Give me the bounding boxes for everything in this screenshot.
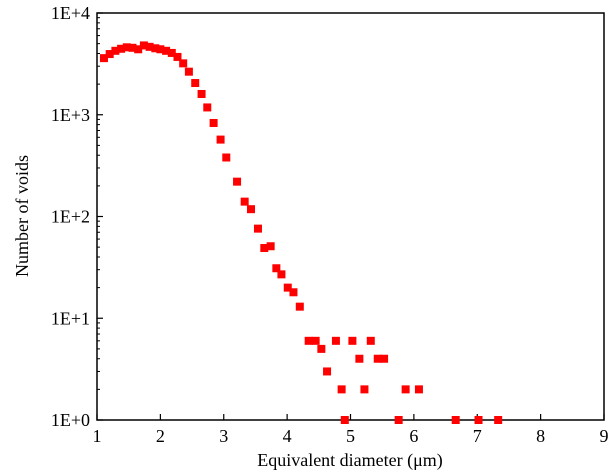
y-tick-label: 1E+2 [51,207,90,227]
data-point [216,135,225,144]
y-tick-label: 1E+0 [51,410,90,430]
data-point [209,118,218,127]
data-point [451,416,460,424]
data-point [323,367,332,376]
x-tick-label: 5 [346,426,355,446]
data-point [348,336,357,345]
data-point [253,224,262,233]
data-point [373,354,382,363]
data-point [139,41,148,50]
data-point [494,416,503,424]
data-point [233,177,242,186]
data-point [203,103,212,112]
data-point [167,48,176,57]
x-tick-label: 8 [536,426,545,446]
data-point [474,416,483,424]
data-point [122,43,131,52]
data-point [151,44,160,53]
data-point [184,67,193,76]
data-point [240,197,249,206]
data-point [289,288,298,297]
data-markers [99,41,503,424]
data-point [179,59,188,68]
y-axis-ticks: 1E+0 1E+1 1E+2 1E+3 1E+4 [51,3,103,430]
data-point [414,385,423,394]
y-axis-title: Number of voids [12,155,32,277]
data-point [355,354,364,363]
plot-frame [96,12,605,421]
x-tick-label: 1 [93,426,102,446]
y-tick-label: 1E+4 [51,3,90,23]
data-point [311,336,320,345]
data-point [162,46,171,55]
data-point [197,89,206,98]
data-point [380,354,389,363]
data-point [283,283,292,292]
x-axis-title: Equivalent diameter (μm) [257,450,443,471]
data-point [99,54,108,63]
x-tick-label: 4 [283,426,292,446]
data-point [317,344,326,353]
data-point [394,416,403,424]
data-point [331,336,340,345]
y-tick-label: 1E+3 [51,105,90,125]
data-point [111,46,120,55]
data-point [272,264,281,273]
data-point [128,43,137,52]
data-point [156,45,165,54]
data-point [117,44,126,53]
data-point [340,416,349,424]
data-point [295,302,304,311]
x-tick-label: 2 [156,426,165,446]
data-point [277,270,286,279]
x-tick-label: 7 [473,426,482,446]
y-tick-label: 1E+1 [51,308,90,328]
data-point [191,79,200,88]
data-point [134,45,143,54]
data-point [337,385,346,394]
data-point [145,42,154,51]
data-point [304,336,313,345]
x-tick-label: 6 [409,426,418,446]
x-tick-label: 3 [219,426,228,446]
data-point [366,336,375,345]
x-axis-ticks: 1 2 3 4 5 6 7 8 9 [93,414,609,446]
data-point [173,52,182,61]
data-point [247,205,256,214]
data-point [266,242,275,251]
data-point [222,153,231,162]
x-tick-label: 9 [600,426,609,446]
data-point [105,50,114,59]
data-point [260,244,269,253]
data-point [401,385,410,394]
data-point [360,385,369,394]
